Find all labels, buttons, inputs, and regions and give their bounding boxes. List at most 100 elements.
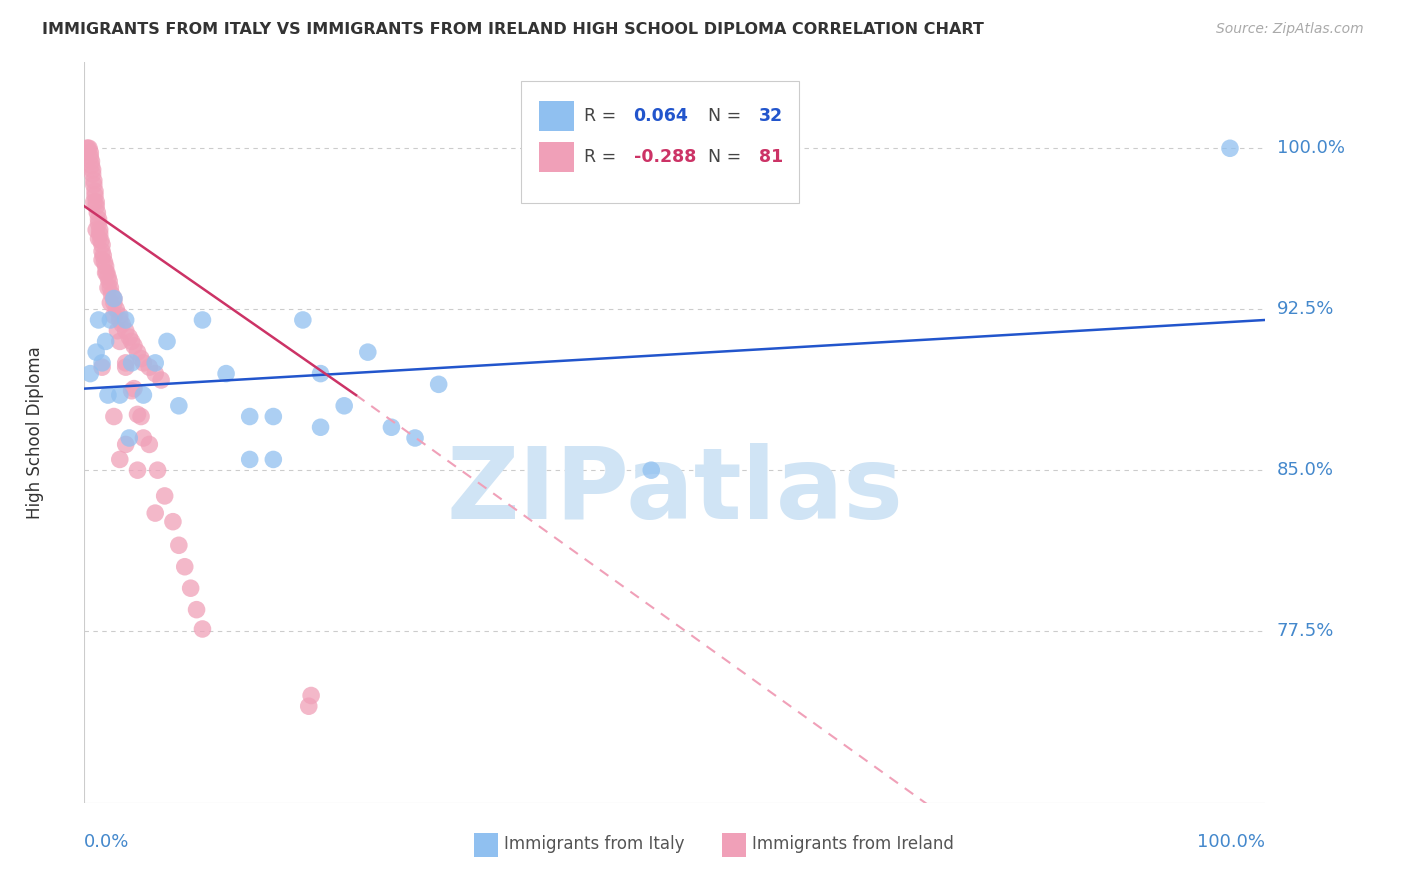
Point [98,295,121,310]
Point [91,252,114,267]
Point [186,602,208,616]
Point [156,334,179,349]
Text: High School Diploma: High School Diploma [25,346,44,519]
Text: 81: 81 [759,148,783,166]
Point [150,373,173,387]
Point [91,249,114,263]
Text: N =: N = [709,107,747,125]
Point [118,330,141,344]
Point [105,302,128,317]
Point [309,420,332,434]
Point [98,274,121,288]
Point [89,227,111,241]
Point [82,167,104,181]
Point [121,356,143,370]
Point [118,431,141,445]
Point [91,356,114,370]
Text: ZIPatlas: ZIPatlas [447,443,903,541]
Point [94,260,117,274]
Point [97,388,120,402]
Point [91,237,114,252]
Point [87,231,110,245]
Point [108,334,131,349]
Point [299,689,322,703]
Point [114,356,136,370]
Point [357,345,380,359]
Point [291,313,314,327]
Point [153,489,176,503]
Point [77,141,100,155]
Point [90,234,112,248]
Point [239,452,262,467]
Point [83,173,105,187]
Point [83,194,105,209]
Point [108,388,131,402]
Point [143,506,166,520]
Point [103,409,125,424]
Text: 0.064: 0.064 [634,107,689,125]
Point [87,216,110,230]
Text: 32: 32 [759,107,783,125]
Point [80,158,103,172]
Point [94,334,117,349]
Point [97,270,120,285]
Point [143,356,166,370]
Text: 100.0%: 100.0% [1277,139,1344,157]
Text: Immigrants from Ireland: Immigrants from Ireland [752,835,953,853]
Point [138,360,160,375]
Point [173,559,195,574]
Point [79,145,101,160]
Point [108,313,131,327]
Text: Immigrants from Italy: Immigrants from Italy [503,835,685,853]
Point [114,360,136,375]
Point [262,409,284,424]
Point [129,351,152,366]
Point [309,367,332,381]
Point [98,281,121,295]
Text: 0.0%: 0.0% [84,833,129,851]
Point [100,287,122,301]
Point [96,266,118,280]
Point [122,339,145,353]
Point [114,324,136,338]
Point [132,388,155,402]
FancyBboxPatch shape [522,81,799,203]
Point [114,313,136,327]
Point [132,356,155,370]
Point [103,295,125,310]
Text: 92.5%: 92.5% [1277,301,1334,318]
Point [427,377,450,392]
Point [84,184,107,198]
Point [162,515,184,529]
Point [94,266,117,280]
Point [91,360,114,375]
Point [79,367,101,381]
Point [127,408,149,422]
Point [79,150,101,164]
Bar [538,143,575,172]
Point [167,538,190,552]
Point [129,409,152,424]
Point [262,452,284,467]
Point [239,409,262,424]
Bar [538,101,575,130]
Point [84,345,107,359]
Point [380,420,402,434]
Point [121,334,143,349]
Point [98,313,121,327]
Point [103,292,125,306]
Point [76,141,98,155]
Point [86,205,108,219]
Point [87,313,110,327]
Point [107,324,129,338]
Bar [723,833,745,857]
Point [1219,141,1241,155]
Point [108,309,131,323]
Point [191,313,214,327]
Point [111,318,134,332]
Point [93,255,115,269]
Point [215,367,238,381]
Point [82,162,104,177]
Point [108,452,131,467]
Point [91,244,114,259]
